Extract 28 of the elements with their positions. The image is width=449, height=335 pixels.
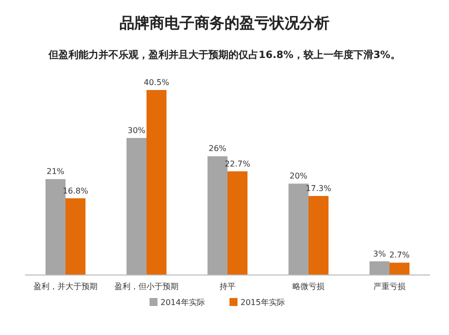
bar — [146, 90, 166, 275]
legend-label: 2014年实际 — [160, 298, 205, 307]
chart-title: 品牌商电子商务的盈亏状况分析 — [120, 14, 330, 32]
data-label: 22.7% — [224, 159, 251, 168]
bar — [126, 138, 146, 275]
x-tick-label: 盈利，但小于预期 — [114, 282, 178, 291]
x-tick-label: 持平 — [220, 282, 236, 291]
bar — [390, 262, 410, 275]
legend-label: 2015年实际 — [240, 298, 285, 307]
chart-subtitle: 但盈利能力并不乐观，盈利并且大于预期的仅占16.8%，较上一年度下滑3%。 — [48, 49, 400, 61]
bar — [308, 196, 328, 275]
data-label: 30% — [128, 126, 146, 135]
bar — [46, 179, 66, 275]
data-label: 17.3% — [306, 184, 332, 193]
x-tick-label: 略微亏损 — [292, 282, 324, 291]
data-label: 2.7% — [389, 250, 410, 260]
bar — [288, 184, 308, 275]
data-label: 26% — [208, 144, 227, 154]
data-label: 20% — [290, 172, 308, 181]
data-label: 3% — [373, 249, 386, 258]
data-label: 40.5% — [144, 78, 170, 87]
bar — [228, 171, 248, 275]
data-label: 16.8% — [62, 186, 89, 196]
bar — [370, 261, 390, 275]
data-label: 21% — [46, 167, 65, 176]
bar — [66, 198, 86, 275]
x-tick-label: 严重亏损 — [374, 282, 406, 291]
x-tick-label: 盈利，并大于预期 — [34, 282, 98, 291]
